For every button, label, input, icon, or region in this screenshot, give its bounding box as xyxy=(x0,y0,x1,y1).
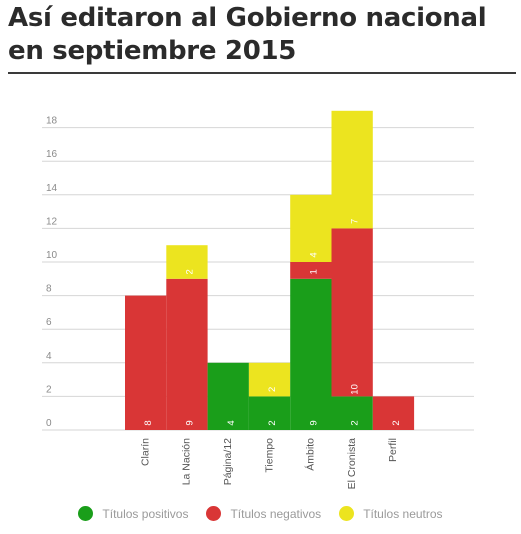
data-label: 4 xyxy=(226,420,237,425)
legend-item: Títulos negativos xyxy=(206,506,321,521)
legend-swatch xyxy=(339,506,355,521)
x-tick-label: Clarín xyxy=(139,438,151,466)
legend-label: Títulos positivos xyxy=(102,506,189,521)
y-tick-label: 6 xyxy=(46,317,52,328)
legend-label: Títulos neutros xyxy=(363,506,443,521)
data-label: 2 xyxy=(184,269,195,274)
bar-segment xyxy=(166,245,208,279)
bar-segment xyxy=(290,278,332,430)
y-tick-label: 14 xyxy=(46,183,58,194)
data-label: 2 xyxy=(350,420,361,425)
chart-title: Así editaron al Gobierno nacional en sep… xyxy=(8,3,487,66)
bar-segment xyxy=(290,194,332,262)
legend-item: Títulos neutros xyxy=(339,506,443,521)
title-underline xyxy=(8,72,516,74)
data-label: 4 xyxy=(308,252,319,257)
data-label: 9 xyxy=(308,420,319,425)
x-tick-label: Tiempo xyxy=(263,438,275,473)
data-label: 2 xyxy=(391,420,402,425)
y-tick-label: 18 xyxy=(46,116,58,127)
bar-segment xyxy=(248,396,291,430)
data-label: 1 xyxy=(308,269,319,274)
data-label: 10 xyxy=(350,384,361,395)
legend-swatch xyxy=(78,506,94,521)
chart-legend: Títulos positivos Títulos negativos Título… xyxy=(0,506,521,521)
y-tick-label: 0 xyxy=(46,418,52,429)
x-tick-label: Perfil xyxy=(387,438,399,462)
y-tick-label: 10 xyxy=(46,250,58,261)
y-tick-label: 12 xyxy=(46,216,58,227)
bar-segment xyxy=(125,295,167,430)
y-tick-label: 8 xyxy=(46,284,52,295)
data-label: 2 xyxy=(267,420,278,425)
legend-item: Títulos positivos xyxy=(78,506,188,521)
bar-segment xyxy=(331,396,373,430)
legend-swatch xyxy=(206,506,222,521)
data-label: 9 xyxy=(184,420,195,425)
bar-segment xyxy=(331,228,373,397)
legend-label: Títulos negativos xyxy=(230,506,322,521)
bar-segment xyxy=(290,262,332,279)
y-tick-label: 2 xyxy=(46,384,52,395)
bar-segment xyxy=(372,396,415,430)
bar-segment xyxy=(207,362,249,430)
y-tick-label: 16 xyxy=(46,149,58,160)
bar-segment xyxy=(166,278,208,430)
x-tick-label: Ámbito xyxy=(304,438,317,471)
y-tick-label: 4 xyxy=(46,351,52,362)
x-tick-label: Página/12 xyxy=(222,438,234,485)
bar-segment xyxy=(331,110,373,229)
data-label: 8 xyxy=(143,420,154,425)
bar-segment xyxy=(248,362,291,397)
x-tick-label: La Nación xyxy=(181,438,193,485)
data-label: 2 xyxy=(267,387,278,392)
data-label: 7 xyxy=(350,219,361,224)
x-tick-label: El Cronista xyxy=(346,438,358,490)
